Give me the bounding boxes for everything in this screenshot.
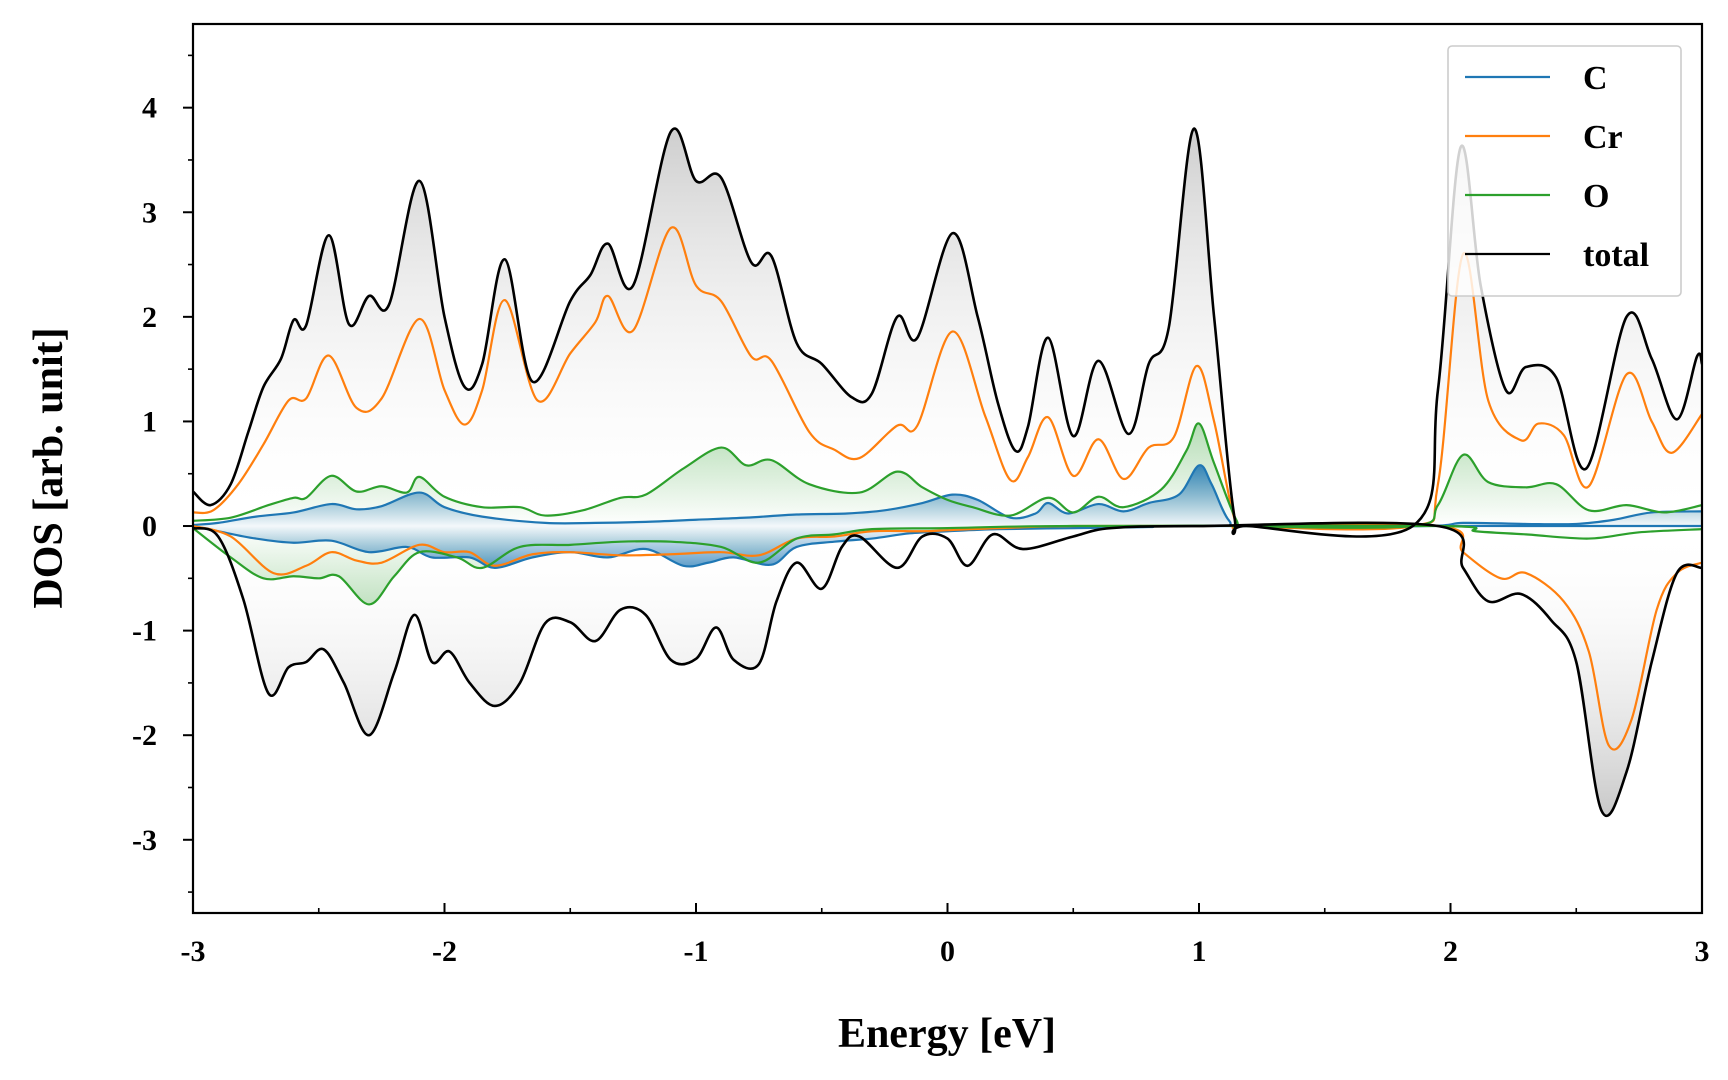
series-line-total-down <box>193 521 1702 818</box>
y-axis-label: DOS [arb. unit] <box>26 327 72 608</box>
legend-label-c: C <box>1583 60 1608 97</box>
y-tick-label: 4 <box>142 92 157 125</box>
fill-c-down <box>193 525 1702 568</box>
x-axis-label: Energy [eV] <box>838 1011 1056 1057</box>
fill-total-down <box>193 522 1702 816</box>
y-tick-label: 0 <box>142 510 157 543</box>
x-tick-label: 2 <box>1443 935 1458 968</box>
x-tick-label: -2 <box>432 935 457 968</box>
legend-label-total: total <box>1583 237 1649 274</box>
y-tick-label: 3 <box>142 196 157 229</box>
legend-label-o: O <box>1583 178 1609 215</box>
x-tick-label: 1 <box>1192 935 1207 968</box>
x-tick-label: 0 <box>940 935 955 968</box>
legend-label-cr: Cr <box>1583 119 1623 156</box>
x-tick-label: -3 <box>181 935 206 968</box>
y-tick-label: -2 <box>132 719 157 752</box>
series-line-cr-down <box>193 522 1702 751</box>
series-line-o-up <box>193 422 1702 529</box>
y-tick-label: -1 <box>132 615 157 648</box>
series-line-c-down <box>193 524 1702 569</box>
fill-total-up <box>193 128 1702 537</box>
series-line-o-down <box>193 524 1702 606</box>
x-tick-label: -1 <box>684 935 709 968</box>
x-tick-label: 3 <box>1695 935 1710 968</box>
y-tick-label: 1 <box>142 405 157 438</box>
y-tick-label: 2 <box>142 301 157 334</box>
axes: -3 -2 -1 0 1 2 3 -3 -2 -1 0 1 2 3 4 <box>132 22 1710 968</box>
y-tick-label: -3 <box>132 824 157 857</box>
legend-box <box>1447 45 1682 297</box>
